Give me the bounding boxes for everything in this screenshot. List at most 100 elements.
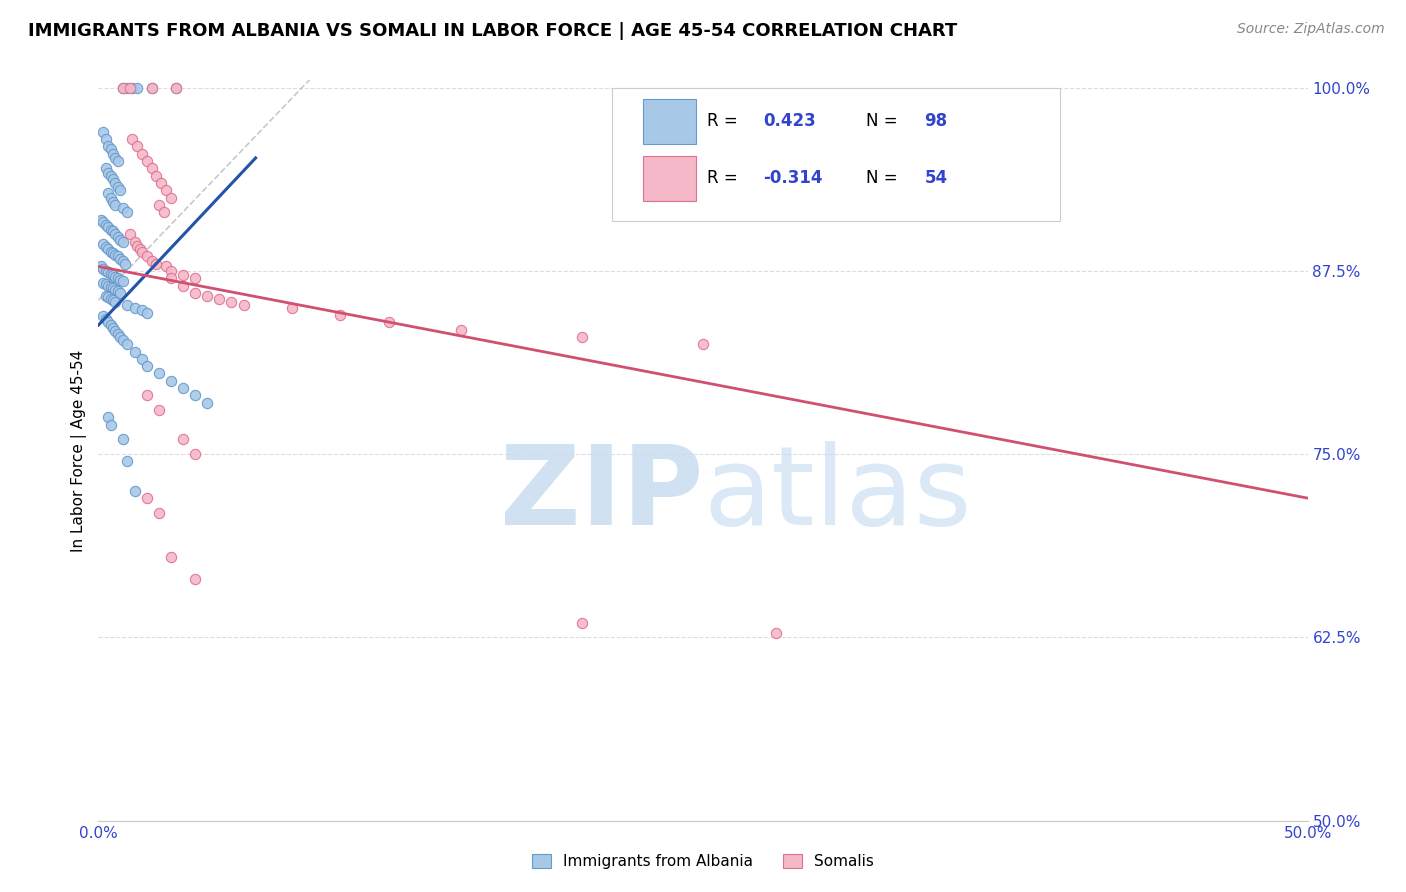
Point bbox=[127, 139, 149, 153]
Point bbox=[104, 176, 127, 190]
Point bbox=[135, 153, 157, 168]
Point bbox=[111, 333, 134, 347]
Point bbox=[571, 615, 593, 630]
Text: 98: 98 bbox=[924, 112, 948, 130]
FancyBboxPatch shape bbox=[643, 99, 696, 144]
Point bbox=[117, 337, 139, 351]
Point bbox=[100, 417, 122, 432]
Point bbox=[131, 244, 153, 259]
Point bbox=[111, 235, 134, 249]
Point bbox=[114, 256, 136, 270]
Point bbox=[90, 260, 112, 274]
Point bbox=[104, 283, 127, 297]
Point bbox=[150, 176, 173, 190]
Point bbox=[155, 183, 177, 197]
Point bbox=[101, 171, 124, 186]
Point bbox=[94, 219, 117, 233]
Point bbox=[172, 268, 194, 283]
Point bbox=[127, 80, 149, 95]
Point bbox=[221, 294, 243, 309]
Legend: Immigrants from Albania, Somalis: Immigrants from Albania, Somalis bbox=[526, 848, 880, 875]
Point bbox=[107, 230, 129, 244]
Point bbox=[184, 285, 207, 300]
Text: Source: ZipAtlas.com: Source: ZipAtlas.com bbox=[1237, 22, 1385, 37]
Point bbox=[108, 285, 131, 300]
Point bbox=[124, 301, 146, 315]
Point bbox=[101, 293, 124, 308]
Point bbox=[107, 249, 129, 263]
Point bbox=[94, 312, 117, 326]
Point bbox=[101, 246, 124, 260]
Point bbox=[148, 506, 170, 520]
Point bbox=[141, 161, 163, 176]
Point bbox=[141, 253, 163, 268]
Point bbox=[104, 324, 127, 338]
Point bbox=[145, 169, 167, 183]
Point bbox=[100, 267, 122, 281]
Point bbox=[107, 271, 129, 285]
Point bbox=[111, 274, 134, 288]
Point bbox=[127, 239, 149, 253]
Point bbox=[91, 310, 114, 324]
Point bbox=[184, 572, 207, 586]
Point bbox=[97, 242, 120, 256]
Point bbox=[107, 326, 129, 341]
Point bbox=[108, 252, 131, 267]
Point bbox=[121, 132, 143, 146]
Point bbox=[107, 153, 129, 168]
Point bbox=[100, 223, 122, 237]
Point bbox=[108, 183, 131, 197]
Point bbox=[97, 166, 120, 180]
Point bbox=[117, 454, 139, 468]
Point bbox=[692, 337, 714, 351]
Point bbox=[101, 194, 124, 209]
Point bbox=[155, 260, 177, 274]
Point bbox=[160, 190, 183, 204]
Point bbox=[117, 297, 139, 311]
Point bbox=[108, 273, 131, 287]
Point bbox=[124, 235, 146, 249]
Text: R =: R = bbox=[707, 169, 742, 186]
Point bbox=[450, 322, 472, 336]
Point bbox=[111, 201, 134, 215]
Point bbox=[184, 388, 207, 402]
Point bbox=[90, 212, 112, 227]
Point bbox=[94, 289, 117, 303]
Point bbox=[101, 281, 124, 295]
Point bbox=[128, 242, 150, 256]
Point bbox=[135, 388, 157, 402]
Point bbox=[135, 249, 157, 263]
Point bbox=[145, 256, 167, 270]
Text: ZIP: ZIP bbox=[499, 442, 703, 549]
Point bbox=[232, 297, 254, 311]
Point bbox=[172, 381, 194, 395]
Point bbox=[141, 80, 163, 95]
Point bbox=[100, 244, 122, 259]
Point bbox=[107, 180, 129, 194]
Point bbox=[100, 142, 122, 156]
Point bbox=[91, 215, 114, 229]
Point bbox=[101, 321, 124, 335]
Point bbox=[104, 248, 127, 262]
Point bbox=[100, 318, 122, 332]
Point bbox=[148, 367, 170, 381]
Point bbox=[135, 491, 157, 505]
Point bbox=[281, 301, 304, 315]
Point bbox=[208, 292, 231, 306]
Text: 54: 54 bbox=[924, 169, 948, 186]
Point bbox=[107, 285, 129, 299]
Point bbox=[135, 306, 157, 320]
Point bbox=[94, 161, 117, 176]
FancyBboxPatch shape bbox=[643, 155, 696, 201]
Point bbox=[111, 80, 134, 95]
Point bbox=[91, 276, 114, 290]
Point bbox=[108, 330, 131, 344]
Text: IMMIGRANTS FROM ALBANIA VS SOMALI IN LABOR FORCE | AGE 45-54 CORRELATION CHART: IMMIGRANTS FROM ALBANIA VS SOMALI IN LAB… bbox=[28, 22, 957, 40]
Point bbox=[94, 277, 117, 291]
Point bbox=[101, 268, 124, 283]
Point bbox=[97, 410, 120, 425]
Point bbox=[118, 227, 141, 242]
FancyBboxPatch shape bbox=[613, 87, 1060, 221]
Point bbox=[184, 447, 207, 461]
Point bbox=[160, 374, 183, 388]
